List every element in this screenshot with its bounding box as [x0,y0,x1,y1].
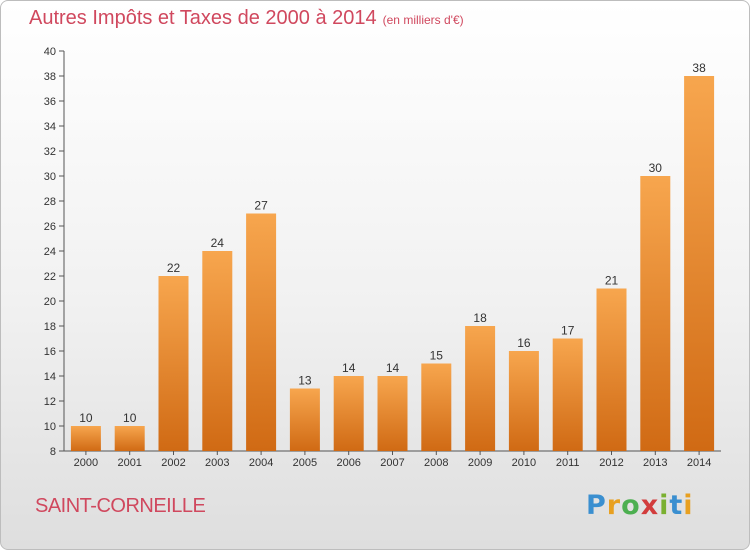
bar [158,276,189,451]
y-tick-label: 36 [44,96,56,108]
bar [640,176,671,451]
y-tick-label: 28 [44,196,56,208]
y-tick-label: 32 [44,146,56,158]
x-tick-label: 2013 [643,457,667,469]
data-label: 27 [254,199,268,213]
logo-letter: i [659,490,670,521]
logo-letter: x [640,490,660,521]
data-label: 38 [692,61,706,75]
x-tick-label: 2009 [468,457,492,469]
data-label: 21 [605,274,619,288]
x-tick-label: 2005 [293,457,317,469]
data-label: 10 [79,411,93,425]
bar [508,351,539,451]
data-label: 30 [649,161,663,175]
data-label: 18 [473,311,487,325]
data-label: 24 [211,236,225,250]
bar [70,426,101,451]
x-tick-label: 2007 [380,457,404,469]
y-tick-label: 10 [44,421,56,433]
x-tick-label: 2011 [556,457,580,469]
data-label: 14 [342,361,356,375]
x-tick-label: 2010 [512,457,536,469]
y-tick-label: 12 [44,396,56,408]
commune-name: SAINT-CORNEILLE [35,495,206,517]
logo-letter: o [621,490,641,521]
bar [421,363,452,451]
data-label: 14 [386,361,400,375]
y-tick-label: 38 [44,71,56,83]
data-label: 15 [430,349,444,363]
logo-letter: t [669,490,684,521]
data-label: 16 [517,336,531,350]
x-tick-label: 2000 [74,457,98,469]
bar [684,76,715,451]
y-tick-label: 30 [44,171,56,183]
bar [114,426,145,451]
x-tick-label: 2014 [687,457,711,469]
bar [596,288,627,451]
y-tick-label: 22 [44,271,56,283]
bar [552,338,583,451]
chart-title: Autres Impôts et Taxes de 2000 à 2014 (en… [29,7,464,30]
x-tick-label: 2002 [161,457,185,469]
bar [289,388,320,451]
data-label: 13 [298,374,312,388]
y-tick-label: 20 [44,296,56,308]
x-tick-label: 2004 [249,457,273,469]
y-tick-label: 14 [44,371,56,383]
y-tick-label: 16 [44,346,56,358]
bar [246,213,277,451]
x-tick-label: 2003 [205,457,229,469]
y-tick-label: 26 [44,221,56,233]
y-tick-label: 18 [44,321,56,333]
x-tick-label: 2006 [336,457,360,469]
x-tick-label: 2012 [599,457,623,469]
x-tick-label: 2008 [424,457,448,469]
logo-letter: i [683,490,694,521]
chart-unit: (en milliers d'€) [382,13,464,27]
chart-title-text: Autres Impôts et Taxes de 2000 à 2014 [29,7,377,29]
x-tick-label: 2001 [117,457,141,469]
y-tick-label: 40 [44,46,56,58]
bar [465,326,496,451]
data-label: 10 [123,411,137,425]
logo-letter: r [606,490,622,521]
data-label: 17 [561,324,575,338]
y-tick-label: 24 [44,246,56,258]
bar [377,376,408,451]
y-tick-label: 8 [50,446,56,458]
y-tick-label: 34 [44,121,56,133]
bar [202,251,233,451]
proxiti-logo: Proxiti [586,490,694,521]
logo-letter: P [586,490,607,521]
bar [333,376,364,451]
data-label: 22 [167,261,181,275]
